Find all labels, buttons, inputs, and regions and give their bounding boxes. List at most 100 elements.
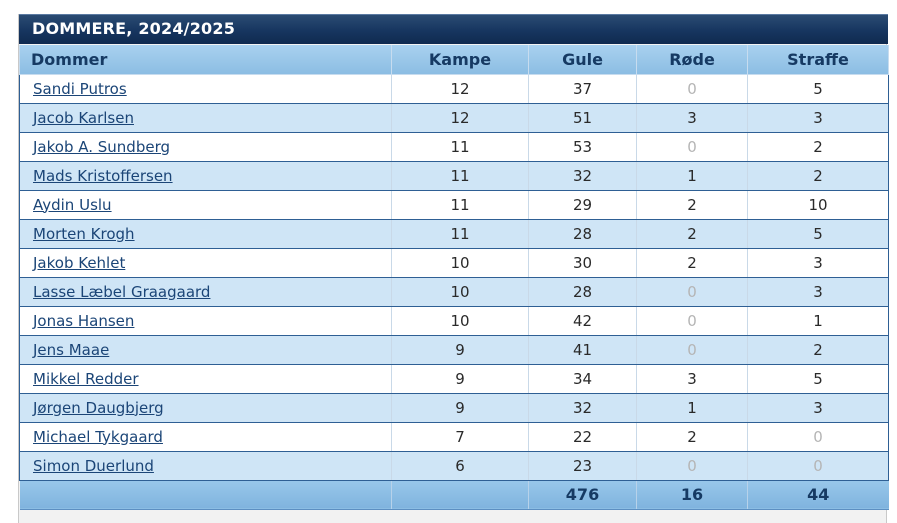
referee-link[interactable]: Lasse Læbel Graagaard xyxy=(33,282,211,301)
referee-table: Dommer Kampe Gule Røde Straffe Sandi Put… xyxy=(19,45,889,510)
table-row: Michael Tykgaard 7 22 2 0 xyxy=(19,422,889,452)
cell-straffe: 5 xyxy=(747,74,889,104)
totals-row: 476 16 44 xyxy=(19,480,889,510)
table-row: Jakob A. Sundberg 11 53 0 2 xyxy=(19,132,889,162)
cell-gule: 53 xyxy=(528,132,637,162)
cell-dommer: Lasse Læbel Graagaard xyxy=(19,277,392,307)
cell-kampe: 9 xyxy=(391,364,529,394)
total-kampe xyxy=(391,480,529,510)
table-row: Jakob Kehlet 10 30 2 3 xyxy=(19,248,889,278)
cell-kampe: 10 xyxy=(391,306,529,336)
panel-title-bar: DOMMERE, 2024/2025 xyxy=(19,14,888,44)
cell-straffe: 0 xyxy=(747,422,889,452)
cell-gule: 32 xyxy=(528,393,637,423)
cell-straffe: 2 xyxy=(747,335,889,365)
title-bar-highlight xyxy=(19,14,888,15)
cell-kampe: 12 xyxy=(391,74,529,104)
table-row: Simon Duerlund 6 23 0 0 xyxy=(19,451,889,481)
cell-straffe: 2 xyxy=(747,161,889,191)
cell-kampe: 11 xyxy=(391,161,529,191)
cell-gule: 23 xyxy=(528,451,637,481)
referee-link[interactable]: Michael Tykgaard xyxy=(33,427,163,446)
column-header-straffe[interactable]: Straffe xyxy=(747,45,889,75)
referee-link[interactable]: Jacob Karlsen xyxy=(33,108,134,127)
referee-link[interactable]: Jonas Hansen xyxy=(33,311,135,330)
cell-straffe: 10 xyxy=(747,190,889,220)
cell-rode: 2 xyxy=(636,219,748,249)
table-row: Morten Krogh 11 28 2 5 xyxy=(19,219,889,249)
cell-gule: 28 xyxy=(528,277,637,307)
cell-straffe: 2 xyxy=(747,132,889,162)
referee-link[interactable]: Simon Duerlund xyxy=(33,456,154,475)
cell-rode: 2 xyxy=(636,248,748,278)
cell-dommer: Sandi Putros xyxy=(19,74,392,104)
cell-straffe: 3 xyxy=(747,103,889,133)
cell-rode: 0 xyxy=(636,277,748,307)
cell-dommer: Mads Kristoffersen xyxy=(19,161,392,191)
cell-gule: 30 xyxy=(528,248,637,278)
table-body: Sandi Putros 12 37 0 5 Jacob Karlsen 12 51 3 3 Jak… xyxy=(19,74,889,481)
cell-dommer: Jacob Karlsen xyxy=(19,103,392,133)
cell-straffe: 0 xyxy=(747,451,889,481)
cell-gule: 28 xyxy=(528,219,637,249)
table-row: Aydin Uslu 11 29 2 10 xyxy=(19,190,889,220)
cell-rode: 0 xyxy=(636,306,748,336)
cell-dommer: Jakob Kehlet xyxy=(19,248,392,278)
cell-rode: 0 xyxy=(636,335,748,365)
cell-rode: 3 xyxy=(636,364,748,394)
table-row: Jacob Karlsen 12 51 3 3 xyxy=(19,103,889,133)
table-row: Sandi Putros 12 37 0 5 xyxy=(19,74,889,104)
column-header-rode[interactable]: Røde xyxy=(636,45,748,75)
cell-kampe: 11 xyxy=(391,132,529,162)
total-gule: 476 xyxy=(528,480,637,510)
table-header: Dommer Kampe Gule Røde Straffe xyxy=(19,45,889,75)
cell-kampe: 10 xyxy=(391,248,529,278)
column-header-kampe[interactable]: Kampe xyxy=(391,45,529,75)
cell-kampe: 11 xyxy=(391,190,529,220)
column-header-dommer[interactable]: Dommer xyxy=(19,45,392,75)
table-row: Jørgen Daugbjerg 9 32 1 3 xyxy=(19,393,889,423)
cell-dommer: Morten Krogh xyxy=(19,219,392,249)
table-row: Jens Maae 9 41 0 2 xyxy=(19,335,889,365)
referee-link[interactable]: Jakob A. Sundberg xyxy=(33,137,170,156)
cell-dommer: Jørgen Daugbjerg xyxy=(19,393,392,423)
cell-rode: 0 xyxy=(636,451,748,481)
total-straffe: 44 xyxy=(747,480,889,510)
table-row: Jonas Hansen 10 42 0 1 xyxy=(19,306,889,336)
cell-dommer: Aydin Uslu xyxy=(19,190,392,220)
table-footer: 476 16 44 xyxy=(19,480,889,510)
table-row: Mikkel Redder 9 34 3 5 xyxy=(19,364,889,394)
referee-link[interactable]: Morten Krogh xyxy=(33,224,135,243)
cell-gule: 37 xyxy=(528,74,637,104)
cell-kampe: 9 xyxy=(391,393,529,423)
cell-gule: 32 xyxy=(528,161,637,191)
cell-gule: 29 xyxy=(528,190,637,220)
column-header-gule[interactable]: Gule xyxy=(528,45,637,75)
cell-straffe: 3 xyxy=(747,277,889,307)
cell-gule: 34 xyxy=(528,364,637,394)
cell-gule: 51 xyxy=(528,103,637,133)
cell-dommer: Jens Maae xyxy=(19,335,392,365)
referee-link[interactable]: Jens Maae xyxy=(33,340,110,359)
cell-rode: 1 xyxy=(636,161,748,191)
cell-straffe: 5 xyxy=(747,219,889,249)
table-row: Mads Kristoffersen 11 32 1 2 xyxy=(19,161,889,191)
cell-dommer: Simon Duerlund xyxy=(19,451,392,481)
table-row: Lasse Læbel Graagaard 10 28 0 3 xyxy=(19,277,889,307)
referee-link[interactable]: Aydin Uslu xyxy=(33,195,112,214)
referee-stats-panel: DOMMERE, 2024/2025 Dommer Kampe Gule Rød… xyxy=(18,14,889,523)
cell-dommer: Michael Tykgaard xyxy=(19,422,392,452)
cell-dommer: Jonas Hansen xyxy=(19,306,392,336)
cell-kampe: 7 xyxy=(391,422,529,452)
referee-link[interactable]: Mads Kristoffersen xyxy=(33,166,173,185)
referee-link[interactable]: Mikkel Redder xyxy=(33,369,139,388)
cell-gule: 42 xyxy=(528,306,637,336)
referee-link[interactable]: Sandi Putros xyxy=(33,79,127,98)
cell-kampe: 10 xyxy=(391,277,529,307)
cell-kampe: 6 xyxy=(391,451,529,481)
cell-rode: 2 xyxy=(636,422,748,452)
total-rode: 16 xyxy=(636,480,748,510)
referee-link[interactable]: Jørgen Daugbjerg xyxy=(33,398,164,417)
referee-link[interactable]: Jakob Kehlet xyxy=(33,253,126,272)
cell-straffe: 5 xyxy=(747,364,889,394)
